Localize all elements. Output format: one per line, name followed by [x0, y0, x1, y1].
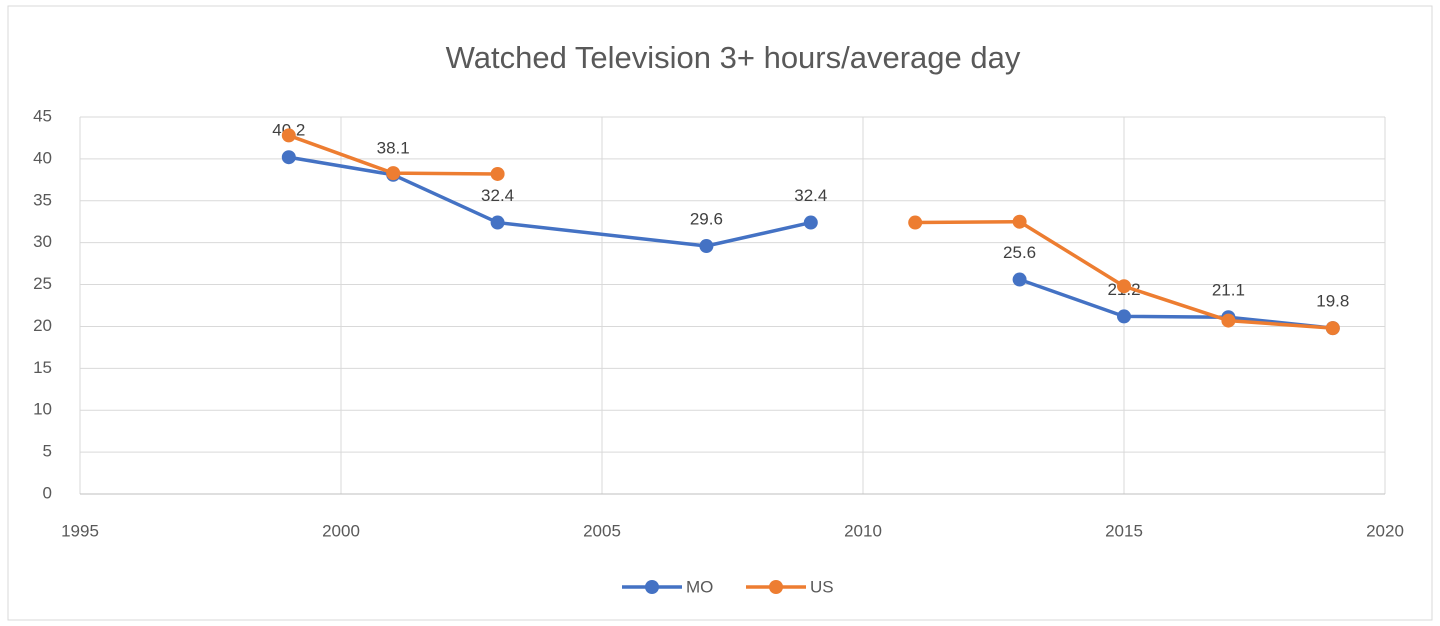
chart-border — [7, 5, 1433, 621]
point — [490, 215, 505, 230]
legend-marker — [645, 580, 659, 594]
x-tick-label: 2000 — [322, 521, 360, 540]
y-tick-label: 10 — [33, 400, 52, 419]
point — [490, 166, 505, 181]
point — [281, 150, 296, 165]
data-label: 19.8 — [1316, 292, 1349, 311]
y-tick-label: 20 — [33, 316, 52, 335]
x-tick-label: 2020 — [1366, 521, 1404, 540]
data-label: 21.1 — [1212, 281, 1245, 300]
data-label: 38.1 — [377, 138, 410, 157]
point — [1221, 313, 1236, 328]
data-label: 32.4 — [481, 186, 514, 205]
point — [803, 215, 818, 230]
point — [1117, 279, 1131, 294]
point — [1117, 309, 1131, 324]
legend-label: MO — [686, 577, 713, 596]
x-tick-label: 2010 — [844, 521, 882, 540]
y-tick-label: 45 — [33, 106, 52, 125]
point — [699, 239, 714, 254]
y-tick-label: 25 — [33, 274, 52, 293]
data-label: 25.6 — [1003, 243, 1036, 262]
y-tick-label: 30 — [33, 232, 52, 251]
x-tick-label: 2015 — [1105, 521, 1143, 540]
y-tick-label: 15 — [33, 358, 52, 377]
point — [1325, 321, 1340, 336]
data-label: 32.4 — [794, 186, 827, 205]
chart-title: Watched Television 3+ hours/average day — [446, 40, 1021, 75]
legend-marker — [769, 580, 783, 594]
point — [281, 128, 296, 143]
point — [386, 166, 401, 181]
x-tick-label: 1995 — [61, 521, 99, 540]
x-tick-label: 2005 — [583, 521, 621, 540]
y-tick-label: 40 — [33, 148, 52, 167]
legend-label: US — [810, 577, 834, 596]
point — [908, 215, 923, 230]
y-tick-label: 0 — [43, 483, 52, 502]
point — [1012, 214, 1027, 229]
y-tick-label: 5 — [43, 442, 52, 461]
y-tick-label: 35 — [33, 190, 52, 209]
data-label: 29.6 — [690, 210, 723, 229]
point — [1012, 272, 1027, 287]
